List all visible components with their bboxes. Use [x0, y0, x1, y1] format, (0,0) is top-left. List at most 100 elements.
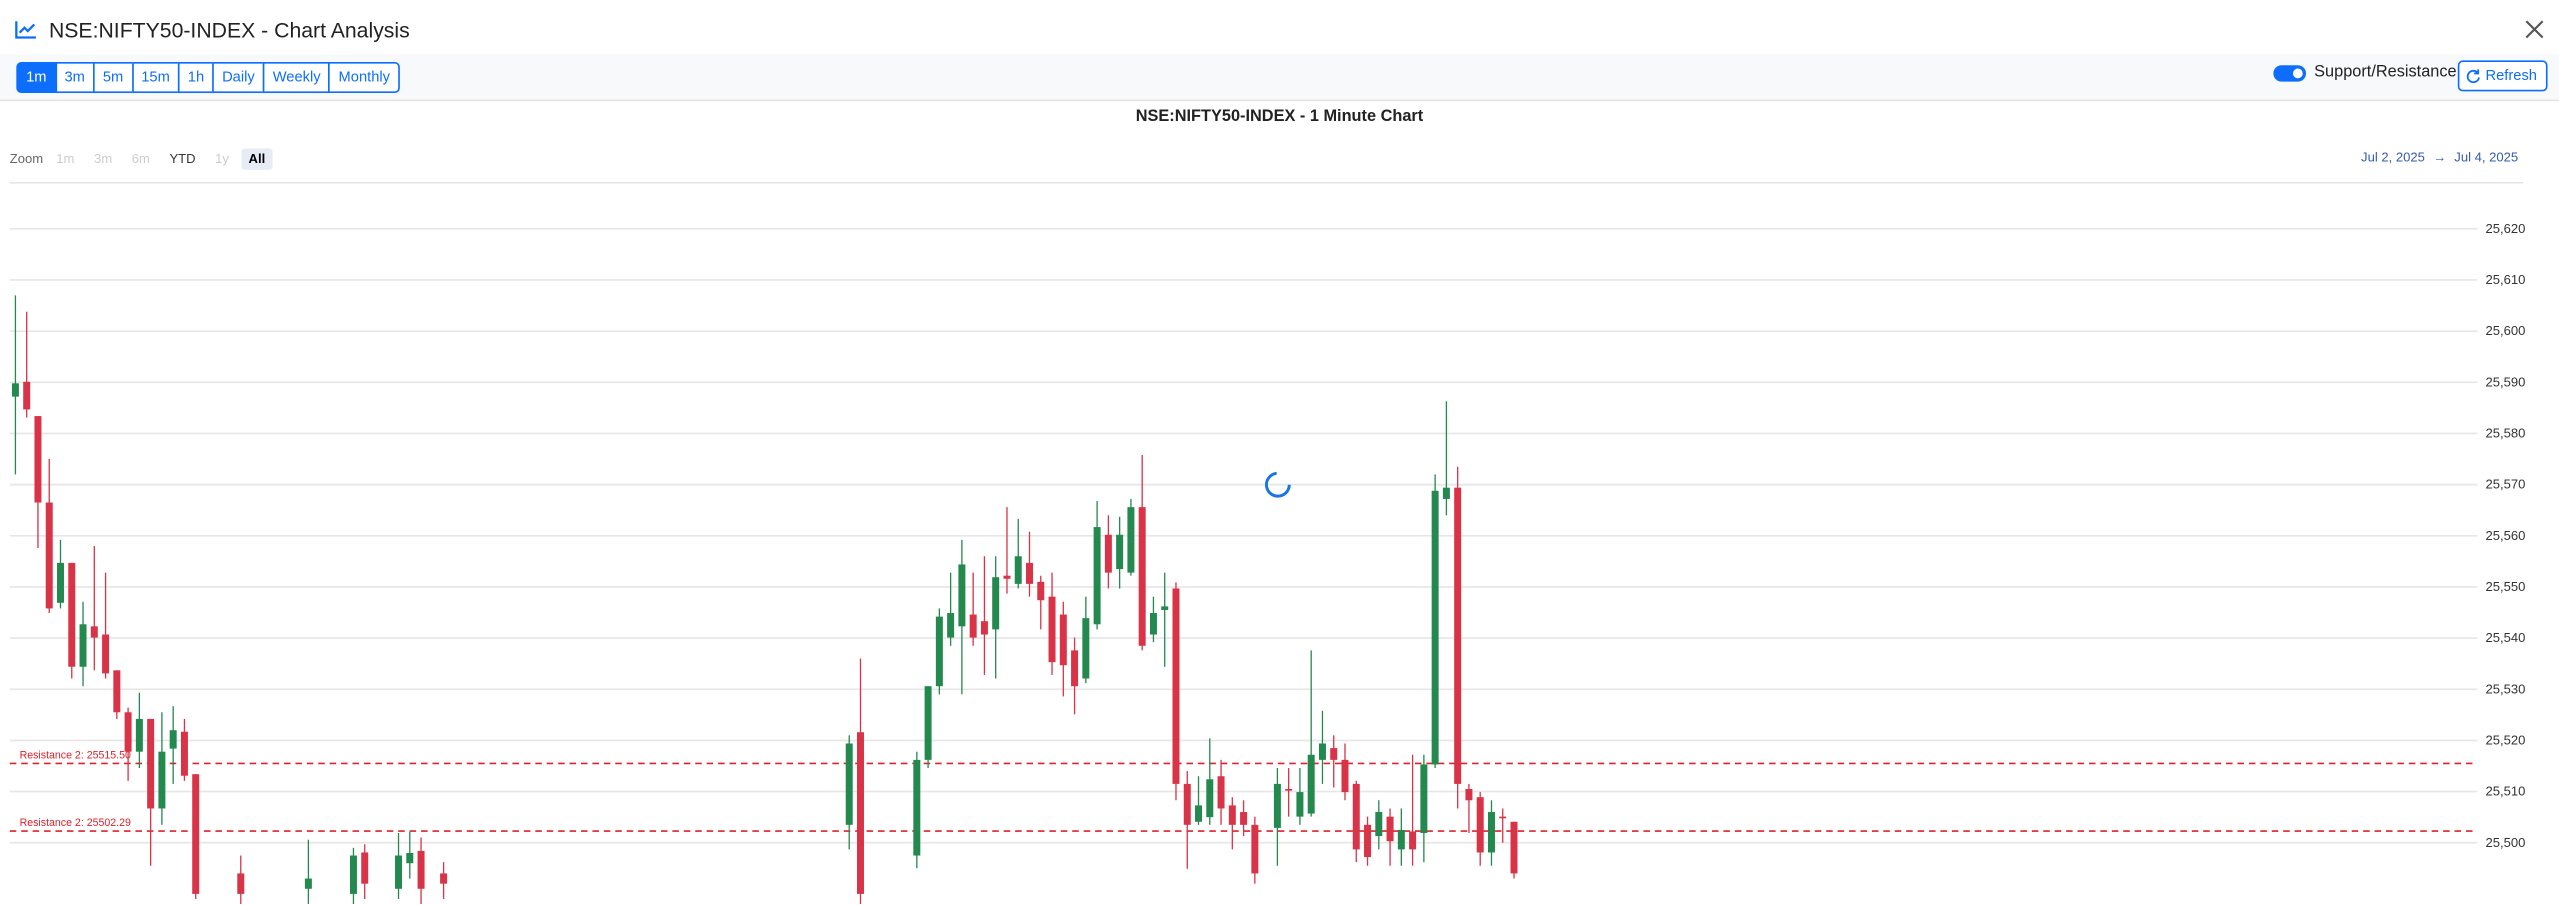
zoom-button: 6m [131, 151, 150, 167]
toggle-switch[interactable] [2273, 65, 2307, 82]
candle-body [1183, 783, 1191, 825]
candle-body [1116, 534, 1124, 570]
candle-body [947, 613, 955, 638]
zoom-button: 1y [215, 151, 229, 167]
candle-body [147, 718, 155, 809]
candle-body [169, 730, 177, 749]
candle-body [1014, 556, 1022, 584]
candle-body [1127, 507, 1135, 573]
candle-body [395, 855, 403, 889]
candle-body [1172, 588, 1180, 784]
candle-body [1364, 824, 1372, 858]
date-range: Jul 2, 2025 → Jul 4, 2025 [2361, 150, 2518, 165]
y-tick-label: 25,550 [2486, 579, 2526, 594]
candle-body [45, 502, 53, 609]
candle-body [992, 577, 1000, 630]
timeframe-button[interactable]: 15m [131, 62, 180, 94]
range-arrow: → [2433, 150, 2447, 165]
candle-body [1487, 812, 1495, 853]
y-tick-label: 25,590 [2486, 374, 2526, 389]
candle-body [1093, 527, 1101, 625]
candle-body [856, 732, 864, 894]
candle-body [1454, 487, 1462, 784]
candle-body [1397, 829, 1405, 850]
candle-body [102, 634, 110, 674]
candle-body [913, 759, 921, 856]
timeframe-button[interactable]: Daily [212, 62, 265, 94]
candle-body [135, 718, 143, 752]
timeframe-button[interactable]: 5m [93, 62, 134, 94]
candle-body [180, 731, 188, 776]
loading-spinner [1264, 471, 1291, 498]
candle-body [90, 626, 98, 638]
candle-body [1026, 562, 1033, 584]
candle-body [845, 743, 853, 825]
y-tick-label: 25,520 [2486, 732, 2526, 747]
candle-body [1037, 581, 1045, 601]
candle-body [417, 850, 425, 889]
candle-body [1195, 805, 1203, 822]
y-tick-label: 25,620 [2486, 221, 2526, 236]
candle-body [1330, 748, 1338, 760]
toggle-label: Support/Resistance [2314, 63, 2457, 82]
candle-body [304, 878, 312, 889]
candle-body [1059, 614, 1067, 666]
y-tick-label: 25,500 [2486, 835, 2526, 850]
chart-title: NSE:NIFTY50-INDEX - 1 Minute Chart [1135, 107, 1424, 126]
candle-body [34, 416, 42, 503]
candle-body [1273, 783, 1281, 828]
candle-body [1476, 797, 1484, 853]
candle-body [1240, 812, 1248, 825]
candle-body [935, 616, 943, 687]
candle-body [79, 624, 87, 667]
candle-body [1307, 754, 1315, 814]
zoom-button[interactable]: All [241, 148, 272, 170]
candle-body [1318, 743, 1326, 760]
candle-body [1409, 831, 1417, 850]
candle-body [1420, 764, 1428, 834]
range-from[interactable]: Jul 2, 2025 [2361, 150, 2425, 165]
zoom-button: 3m [93, 151, 113, 167]
candle-body [1296, 792, 1304, 817]
candle-body [958, 564, 966, 627]
candle-body [1352, 783, 1360, 850]
y-tick-label: 25,510 [2486, 784, 2526, 799]
zoom-button[interactable]: YTD [169, 151, 196, 167]
timeframe-button[interactable]: 3m [54, 62, 95, 94]
candle-body [1149, 613, 1157, 635]
y-tick-label: 25,560 [2486, 528, 2526, 543]
candle-body [1341, 759, 1349, 793]
candle-body [1071, 650, 1079, 687]
candle-body [1386, 816, 1394, 842]
candle-body [113, 670, 121, 713]
candle-body [158, 751, 166, 809]
y-tick-label: 25,600 [2486, 323, 2526, 338]
candle-body [1285, 789, 1293, 791]
candle-body [11, 383, 19, 397]
candle-body [980, 621, 988, 635]
candle-body [1048, 596, 1056, 663]
close-button[interactable] [2525, 20, 2545, 40]
timeframe-button[interactable]: Monthly [328, 62, 400, 94]
chart-icon [15, 21, 36, 39]
candle-body [1003, 575, 1011, 579]
candle-body [192, 774, 200, 894]
resistance-label: Resistance 2: 25515.50 [20, 750, 131, 762]
candle-body [23, 381, 31, 410]
candle-body [68, 562, 76, 667]
candle-body [349, 855, 357, 894]
candle-body [1510, 821, 1518, 874]
candle-body [1104, 534, 1112, 573]
candle-body [1431, 490, 1439, 765]
range-to[interactable]: Jul 4, 2025 [2454, 150, 2519, 165]
dialog-title: NSE:NIFTY50-INDEX - Chart Analysis [48, 17, 410, 43]
toolbar: 1m 3m 5m 15m 1h Daily Weekly Monthly Support/Re… [0, 53, 2559, 102]
y-tick-label: 25,540 [2486, 630, 2526, 645]
candle-body [969, 614, 977, 638]
candle-body [1465, 789, 1473, 801]
candle-body [1499, 816, 1507, 819]
refresh-button[interactable]: Refresh [2457, 60, 2547, 92]
candle-body [1082, 618, 1090, 679]
timeframe-button[interactable]: Weekly [262, 62, 331, 94]
